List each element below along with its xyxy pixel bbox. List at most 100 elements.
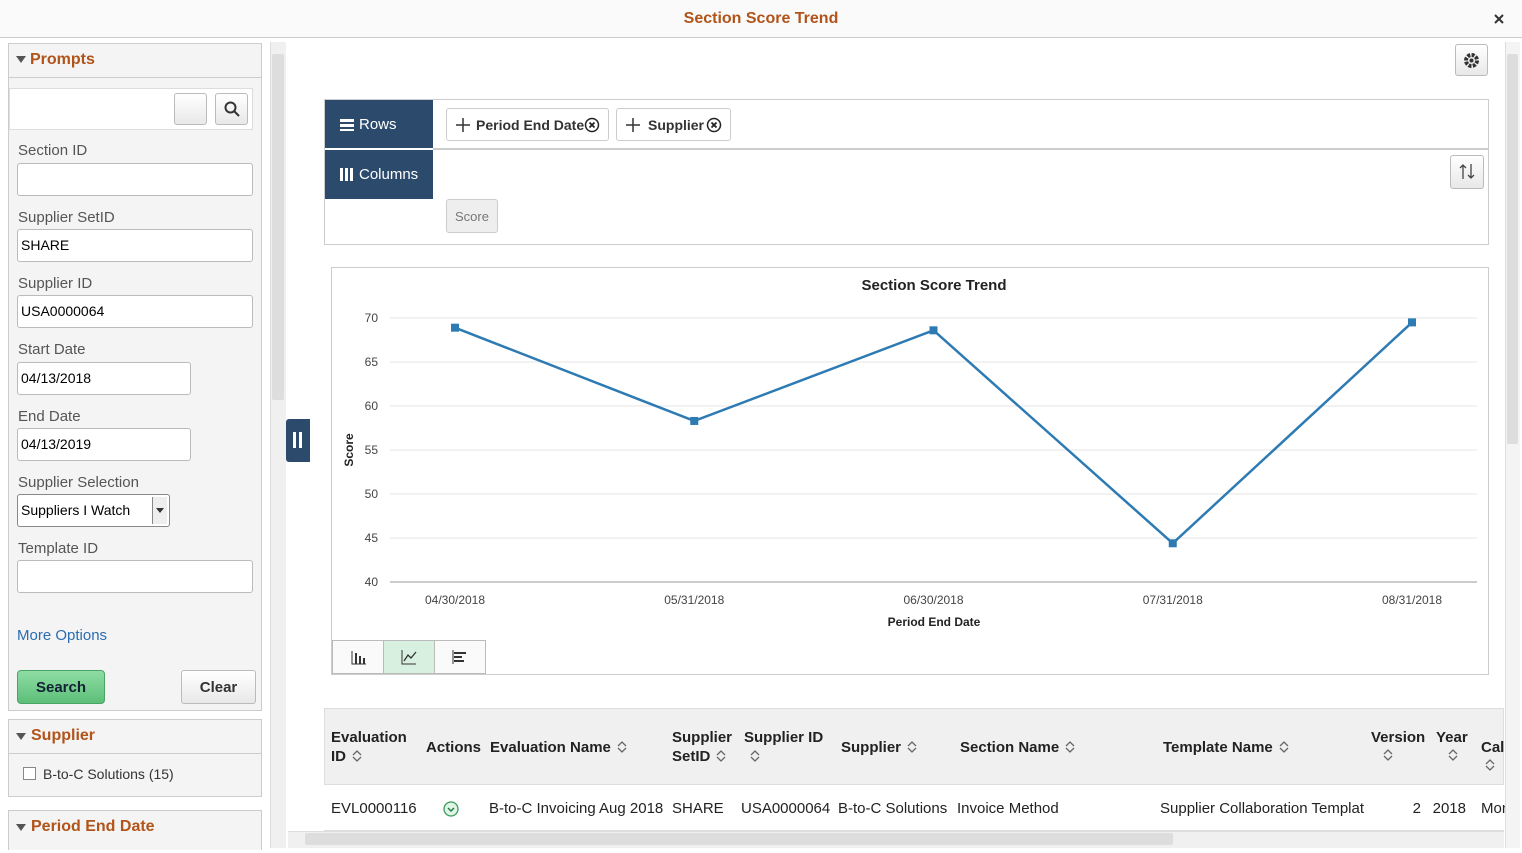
column-header: Actions bbox=[426, 739, 482, 756]
end-date-input[interactable]: 04/13/2019 bbox=[17, 428, 191, 461]
swap-icon bbox=[1459, 164, 1475, 179]
chart-frame bbox=[331, 267, 1489, 675]
sort-icon[interactable] bbox=[617, 741, 627, 753]
y-tick-label: 55 bbox=[365, 443, 379, 457]
column-header[interactable]: Year bbox=[1436, 728, 1476, 761]
facet-item[interactable]: B-to-C Solutions (15) bbox=[43, 766, 174, 782]
y-tick-label: 50 bbox=[365, 487, 379, 501]
facet-heading[interactable]: Supplier bbox=[31, 727, 96, 744]
section-id-input[interactable] bbox=[17, 163, 253, 196]
line-chart-button[interactable] bbox=[383, 641, 435, 673]
collapse-icon[interactable] bbox=[16, 824, 26, 832]
move-icon bbox=[626, 118, 640, 132]
dropdown-icon bbox=[156, 508, 164, 513]
supplier-id-input[interactable]: USA0000064 bbox=[17, 295, 253, 328]
x-tick-label: 08/31/2018 bbox=[1382, 593, 1442, 607]
bar-chart-button[interactable] bbox=[351, 649, 367, 665]
search-icon bbox=[224, 101, 240, 117]
y-tick-label: 60 bbox=[365, 399, 379, 413]
pivot-panel bbox=[324, 99, 1489, 245]
search-button[interactable]: Search bbox=[17, 670, 105, 704]
table-cell: USA0000064 bbox=[741, 800, 831, 817]
column-header[interactable]: Supplier ID bbox=[744, 728, 834, 766]
row-chip[interactable] bbox=[446, 108, 609, 141]
remove-icon[interactable] bbox=[584, 117, 600, 133]
facet-checkbox[interactable] bbox=[23, 767, 36, 780]
sort-icon[interactable] bbox=[1485, 759, 1495, 771]
sort-icon[interactable] bbox=[352, 750, 362, 762]
actions-button[interactable] bbox=[443, 801, 459, 817]
value-chip[interactable]: Score bbox=[446, 199, 498, 233]
scroll-thumb[interactable] bbox=[272, 54, 284, 400]
data-point bbox=[929, 326, 938, 335]
template-id-input[interactable] bbox=[17, 560, 253, 593]
toggle-bar bbox=[293, 432, 296, 448]
line-chart-icon bbox=[401, 650, 417, 665]
search-icon-button[interactable] bbox=[215, 93, 248, 125]
sort-icon[interactable] bbox=[716, 750, 726, 762]
column-header[interactable]: Supplier bbox=[841, 738, 951, 757]
data-point bbox=[690, 416, 699, 425]
y-tick-label: 45 bbox=[365, 531, 379, 545]
table-cell: 2 bbox=[1412, 800, 1421, 817]
remove-icon[interactable] bbox=[706, 117, 722, 133]
column-header[interactable]: Section Name bbox=[960, 738, 1150, 757]
close-button[interactable] bbox=[1493, 13, 1505, 25]
sort-icon[interactable] bbox=[750, 750, 760, 762]
column-header[interactable]: Template Name bbox=[1163, 738, 1363, 757]
chart-title: Section Score Trend bbox=[861, 277, 1006, 294]
field-label: Supplier Selection bbox=[18, 474, 139, 491]
column-header[interactable]: Evaluation ID bbox=[331, 729, 407, 765]
column-header[interactable]: Version bbox=[1371, 728, 1431, 761]
sort-icon[interactable] bbox=[1383, 749, 1393, 761]
selection-dropdown[interactable]: Suppliers I Watch bbox=[17, 494, 170, 527]
chip-label: Period End Date bbox=[476, 117, 585, 133]
start-date-input[interactable]: 04/13/2018 bbox=[17, 362, 191, 395]
column-header[interactable]: Evaluation Name bbox=[490, 738, 660, 757]
x-tick-label: 04/30/2018 bbox=[425, 593, 485, 607]
y-tick-label: 65 bbox=[365, 355, 379, 369]
prompts-heading[interactable]: Prompts bbox=[30, 51, 95, 68]
data-point bbox=[1408, 318, 1416, 327]
divider bbox=[9, 753, 261, 754]
column-header[interactable]: Supplier SetID bbox=[672, 729, 733, 765]
table-cell: Supplier Collaboration Templat bbox=[1160, 800, 1365, 817]
x-axis-title: Period End Date bbox=[888, 615, 981, 629]
table-cell: Mon bbox=[1481, 800, 1509, 817]
collapse-icon[interactable] bbox=[16, 56, 26, 64]
panel-toggle[interactable] bbox=[286, 419, 310, 462]
title-bar bbox=[0, 0, 1522, 38]
sort-icon[interactable] bbox=[1448, 749, 1458, 761]
column-header[interactable]: Cal bbox=[1481, 738, 1511, 771]
sort-icon[interactable] bbox=[1279, 741, 1289, 753]
toggle-bar bbox=[299, 432, 302, 448]
sort-icon[interactable] bbox=[1065, 741, 1075, 753]
table-cell: B-to-C Solutions bbox=[838, 800, 948, 817]
field-label: Section ID bbox=[18, 142, 88, 159]
table-cell: SHARE bbox=[672, 800, 724, 817]
more-options-link[interactable]: More Options bbox=[17, 627, 108, 644]
collapse-icon[interactable] bbox=[16, 733, 26, 741]
field-label: Supplier SetID bbox=[18, 209, 115, 226]
window-title: Section Score Trend bbox=[683, 10, 839, 27]
field-label: End Date bbox=[18, 408, 81, 425]
facet-panel bbox=[8, 719, 262, 797]
row-chip[interactable] bbox=[616, 108, 731, 141]
sort-icon[interactable] bbox=[907, 741, 917, 753]
clear-filter-button[interactable] bbox=[174, 93, 207, 125]
facet-heading[interactable]: Period End Date bbox=[31, 818, 155, 835]
table-cell: EVL0000116 bbox=[331, 800, 417, 817]
swap-button[interactable] bbox=[1450, 155, 1484, 189]
v-scroll-thumb[interactable] bbox=[1507, 54, 1518, 444]
clear-button[interactable]: Clear bbox=[181, 670, 256, 704]
data-point bbox=[1168, 539, 1177, 548]
x-tick-label: 05/31/2018 bbox=[664, 593, 724, 607]
setid-input[interactable]: SHARE bbox=[17, 229, 253, 262]
columns-icon bbox=[340, 168, 353, 181]
x-tick-label: 07/31/2018 bbox=[1143, 593, 1203, 607]
hbar-chart-button[interactable] bbox=[452, 649, 468, 665]
table-cell: Invoice Method bbox=[957, 800, 1059, 817]
data-line bbox=[454, 321, 1413, 545]
h-scroll-thumb[interactable] bbox=[305, 833, 1173, 845]
